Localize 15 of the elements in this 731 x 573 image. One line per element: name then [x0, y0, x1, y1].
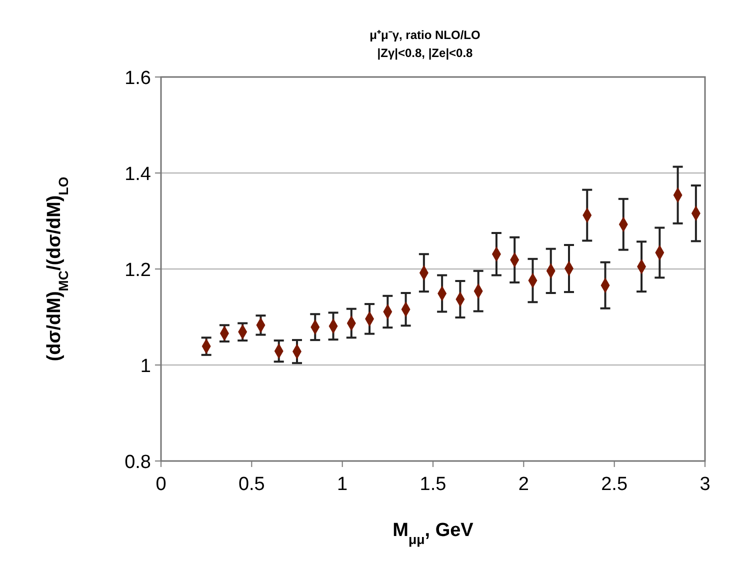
y-tick-label: 1.4 [124, 164, 152, 185]
x-tick-label: 0.5 [238, 474, 265, 495]
x-axis-title: M$_{μμ}$, GeV [392, 520, 474, 546]
x-tick-label: 0 [156, 474, 166, 495]
y-tick-label: 1.6 [124, 68, 151, 89]
y-tick-label: 1.2 [124, 260, 151, 281]
y-tick-label: 0.8 [124, 452, 151, 473]
x-tick-label: 2.5 [601, 474, 628, 495]
x-tick-label: 1.5 [420, 474, 446, 495]
y-tick-label: 1 [140, 356, 151, 377]
x-tick-label: 1 [337, 474, 348, 495]
chart-title: μ⁺μ⁻γ, ratio NLO/LO [370, 28, 480, 42]
x-tick-label: 3 [700, 474, 710, 495]
x-tick-label: 2 [518, 474, 529, 495]
chart-subtitle: |Zγ|<0.8, |Ze|<0.8 [377, 46, 474, 60]
